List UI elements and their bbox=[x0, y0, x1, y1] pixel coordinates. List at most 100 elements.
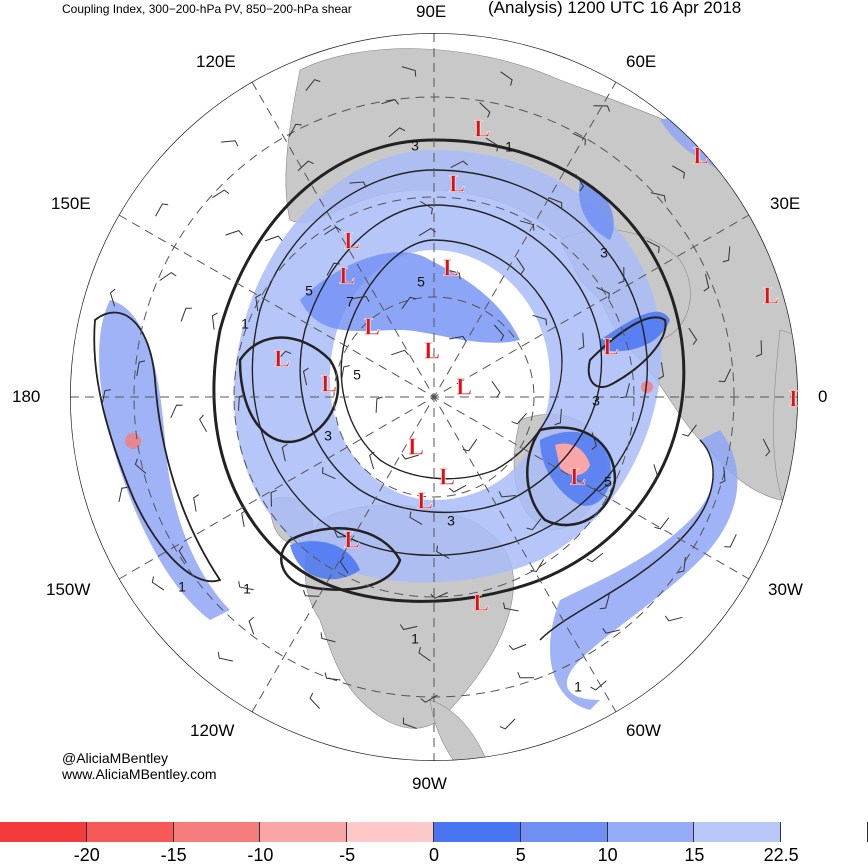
wind-barb bbox=[151, 576, 165, 591]
wind-barb bbox=[178, 545, 187, 564]
colorbar-segment bbox=[694, 822, 782, 842]
wind-barb bbox=[248, 616, 255, 635]
wind-barb bbox=[724, 534, 737, 548]
wind-barb bbox=[288, 123, 302, 137]
lon-label-120e: 120E bbox=[196, 52, 236, 71]
lon-label-30e: 30E bbox=[770, 194, 801, 213]
wind-barb bbox=[401, 66, 417, 77]
wind-barb bbox=[302, 367, 309, 386]
wind-barb bbox=[575, 174, 585, 192]
shading-pacific-band bbox=[99, 300, 230, 620]
wind-barb bbox=[391, 349, 409, 356]
lon-label-0: 0 bbox=[818, 387, 828, 406]
low-pressure-marker: L bbox=[693, 144, 709, 170]
colorbar-segment bbox=[86, 822, 174, 842]
lon-label-150e: 150E bbox=[51, 194, 91, 213]
wind-barb bbox=[388, 127, 406, 138]
lon-label-60w: 60W bbox=[626, 721, 661, 740]
contour-value-label: 1 bbox=[241, 316, 249, 332]
low-pressure-marker: L bbox=[439, 465, 455, 491]
wind-barb bbox=[199, 414, 208, 432]
wind-barb bbox=[381, 99, 399, 105]
wind-barb bbox=[445, 269, 461, 280]
wind-barb bbox=[762, 438, 771, 457]
low-pressure-marker: L bbox=[443, 256, 459, 282]
contour-value-label: 1 bbox=[505, 139, 513, 155]
wind-barb bbox=[275, 350, 292, 362]
wind-barb bbox=[450, 160, 469, 169]
colorbar-tick-label: 5 bbox=[515, 845, 526, 865]
lon-label-60e: 60E bbox=[626, 52, 657, 71]
wind-barb bbox=[170, 404, 183, 419]
wind-barb bbox=[485, 137, 499, 152]
low-pressure-marker: L bbox=[473, 591, 489, 617]
wind-barb bbox=[101, 389, 111, 405]
analysis-time-title: (Analysis) 1200 UTC 16 Apr 2018 bbox=[488, 0, 742, 17]
wind-barb bbox=[703, 273, 710, 292]
colorbar-segment bbox=[520, 822, 608, 842]
author-website: www.AliciaMBentley.com bbox=[62, 766, 217, 782]
wind-barb bbox=[548, 197, 563, 209]
wind-barb bbox=[217, 652, 234, 662]
wind-barb bbox=[180, 307, 192, 322]
wind-barb bbox=[650, 192, 666, 202]
wind-barb bbox=[491, 380, 501, 398]
wind-barb bbox=[718, 368, 732, 383]
contour-value-label: 1 bbox=[411, 631, 419, 647]
contour-value-label: 1 bbox=[178, 579, 186, 595]
wind-barb bbox=[340, 365, 350, 381]
wind-barb bbox=[593, 482, 611, 493]
wind-barb bbox=[500, 71, 513, 86]
wind-barb bbox=[599, 594, 610, 610]
colorbar-segment bbox=[607, 822, 695, 842]
wind-barb bbox=[270, 489, 277, 507]
wind-barb bbox=[305, 79, 321, 92]
colorbar-tick-label: 10 bbox=[597, 845, 618, 865]
wind-barb bbox=[658, 362, 665, 380]
wind-barb bbox=[530, 559, 545, 573]
contour-outer bbox=[212, 138, 686, 603]
lon-label-30w: 30W bbox=[768, 580, 803, 599]
central-america-land bbox=[429, 699, 491, 761]
wind-barb bbox=[238, 581, 254, 591]
meridian-120-60 bbox=[251, 81, 617, 713]
low-pressure-marker: L bbox=[456, 375, 472, 401]
wind-barb bbox=[420, 694, 438, 703]
wind-barb bbox=[324, 672, 341, 681]
contour-value-label: 5 bbox=[417, 274, 425, 290]
wind-barb bbox=[436, 545, 450, 559]
wind-barb bbox=[620, 383, 630, 399]
shading-hudson bbox=[290, 541, 360, 580]
wind-barb bbox=[677, 557, 686, 573]
contour-lobe-greenland bbox=[526, 426, 617, 527]
colorbar-segment bbox=[781, 822, 868, 842]
wind-barb bbox=[462, 438, 478, 452]
wind-barb bbox=[672, 165, 685, 179]
wind-barb bbox=[479, 102, 491, 118]
low-pressure-marker: L bbox=[364, 315, 380, 341]
colorbar-segment bbox=[260, 822, 348, 842]
wind-barb bbox=[418, 227, 436, 237]
wind-barb bbox=[109, 288, 116, 307]
wind-barb bbox=[241, 509, 248, 527]
wind-barb bbox=[369, 451, 375, 470]
wind-barb bbox=[352, 295, 370, 302]
contour-value-label: 3 bbox=[592, 393, 600, 409]
contour-mid bbox=[251, 169, 648, 556]
shading-red-spot bbox=[555, 443, 590, 476]
wind-barb bbox=[238, 394, 246, 411]
low-pressure-marker: L bbox=[449, 172, 465, 198]
low-pressure-marker: L bbox=[408, 435, 424, 461]
wind-barb bbox=[264, 235, 283, 242]
wind-barb bbox=[418, 646, 431, 662]
contour-pacific-1 bbox=[93, 311, 222, 583]
contour-atlantic bbox=[539, 439, 714, 641]
shading-europe-spot bbox=[641, 381, 653, 393]
wind-barbs bbox=[101, 66, 771, 730]
wind-barb bbox=[430, 592, 448, 599]
low-pressure-marker: L bbox=[763, 284, 779, 310]
wind-barb bbox=[136, 360, 146, 376]
wind-barb bbox=[554, 408, 562, 426]
wind-barb bbox=[303, 590, 320, 597]
